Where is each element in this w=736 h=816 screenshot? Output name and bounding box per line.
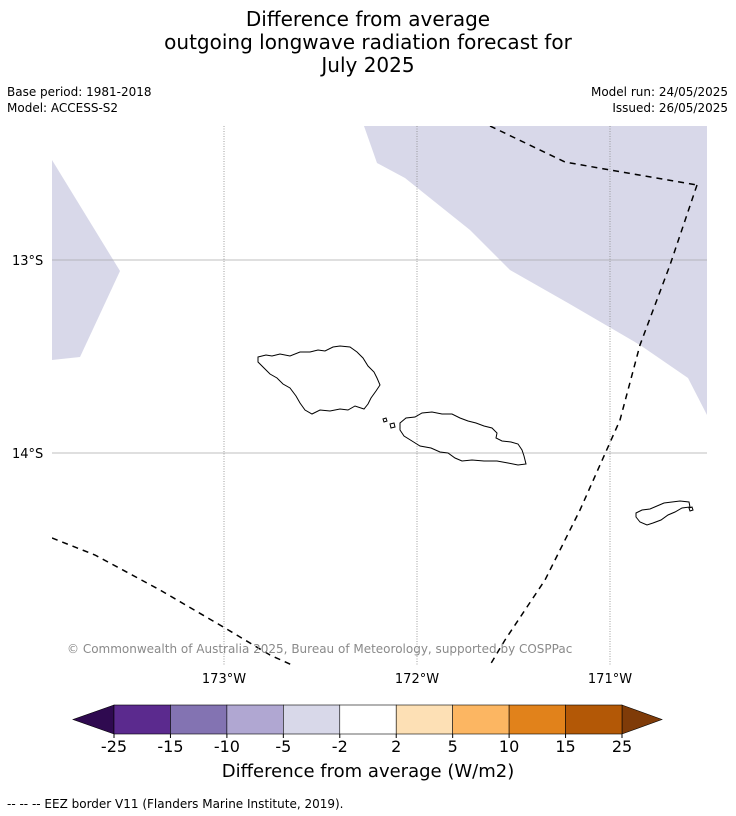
- colorbar-tick-label: -15: [157, 737, 183, 756]
- lon-label-172w: 172°W: [395, 672, 439, 687]
- copyright-text: © Commonwealth of Australia 2025, Bureau…: [67, 642, 572, 656]
- title-line-1: Difference from average: [245, 7, 491, 31]
- colorbar-tick-label: 5: [448, 737, 458, 756]
- eez-border-east: [489, 184, 698, 665]
- eez-legend-text: -- -- -- EEZ border V11 (Flanders Marine…: [7, 797, 344, 811]
- lon-label-171w: 171°W: [588, 672, 632, 687]
- colorbar-segment: [395, 704, 453, 735]
- meta-right: Model run: 24/05/2025 Issued: 26/05/2025: [591, 84, 728, 116]
- aunuu-islet: [688, 506, 694, 512]
- base-period-text: Base period: 1981-2018: [7, 85, 152, 99]
- shaded-region-northeast: [364, 126, 707, 415]
- colorbar-segment: [226, 704, 284, 735]
- colorbar-tick-label: 10: [499, 737, 519, 756]
- colorbar: -25 -15 -10 -5 -2 2 5 10 15 25: [72, 704, 663, 756]
- model-run-text: Model run: 24/05/2025: [590, 85, 728, 99]
- savaii-coastline: [257, 345, 381, 415]
- model-text: Model: ACCESS-S2: [7, 101, 119, 115]
- colorbar-segment: [452, 704, 510, 735]
- colorbar-tick-label: -25: [101, 737, 127, 756]
- lon-label-173w: 173°W: [202, 672, 246, 687]
- colorbar-title: Difference from average (W/m2): [221, 761, 515, 782]
- colorbar-tick-label: 25: [612, 737, 632, 756]
- upolu-coastline: [399, 411, 527, 466]
- colorbar-tick-label: -10: [214, 737, 240, 756]
- colorbar-under-arrow: [72, 704, 115, 735]
- manono-islet: [382, 417, 388, 423]
- colorbar-segment: [283, 704, 341, 735]
- meta-left: Base period: 1981-2018 Model: ACCESS-S2: [7, 84, 152, 116]
- chart-title: Difference from average outgoing longwav…: [0, 8, 736, 77]
- eez-border-southwest: [52, 537, 293, 665]
- title-line-2: outgoing longwave radiation forecast for: [164, 30, 572, 54]
- tutuila-coastline: [635, 500, 691, 526]
- issued-text: Issued: 26/05/2025: [612, 101, 728, 115]
- map-area: © Commonwealth of Australia 2025, Bureau…: [52, 126, 707, 665]
- colorbar-over-arrow: [621, 704, 663, 735]
- colorbar-tick-label: 2: [391, 737, 401, 756]
- colorbar-tick-label: 15: [555, 737, 575, 756]
- colorbar-tick-label: -5: [275, 737, 291, 756]
- colorbar-segment: [565, 704, 623, 735]
- colorbar-tick-label: -2: [332, 737, 348, 756]
- apolima-islet: [389, 422, 396, 429]
- colorbar-segment: [170, 704, 228, 735]
- colorbar-segment: [508, 704, 566, 735]
- title-line-3: July 2025: [321, 53, 415, 77]
- lat-label-13s: 13°S: [12, 254, 43, 269]
- lat-label-14s: 14°S: [12, 447, 43, 462]
- colorbar-segment: [339, 704, 397, 735]
- colorbar-segment: [113, 704, 171, 735]
